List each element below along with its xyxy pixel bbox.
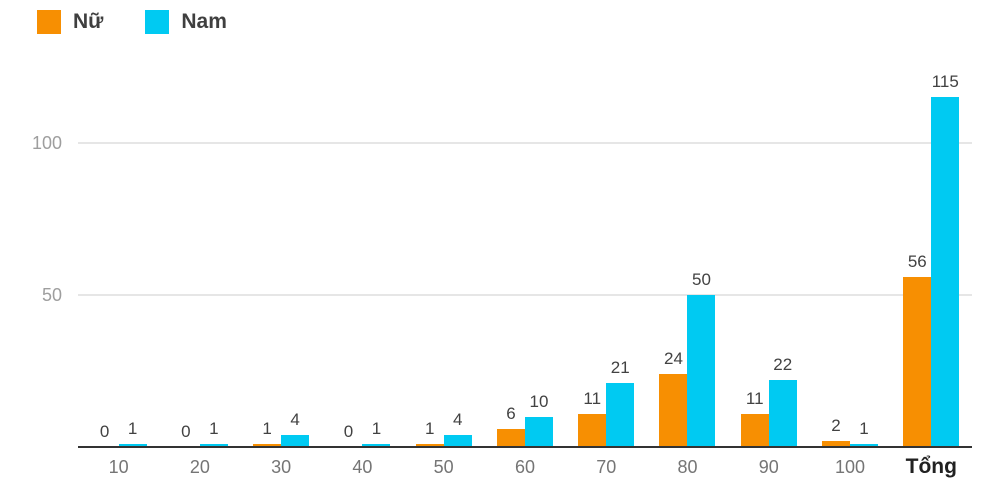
bar-value-label: 0: [181, 422, 191, 441]
bar-nam-50[interactable]: 4: [443, 410, 472, 447]
bar-nữ-30[interactable]: 1: [253, 419, 282, 447]
plot-area: 0 1 0 1 1 4 0 1 1 4 6 10 11 21 24 50 11 22 2 1 56 115: [78, 70, 972, 448]
bar-nữ-90[interactable]: 11: [740, 389, 769, 447]
x-tick-label-50: 50: [433, 457, 454, 477]
bar-value-label: 2: [831, 415, 841, 435]
bar-value-label: 4: [452, 409, 463, 429]
bar-value-label: 21: [610, 358, 630, 378]
y-axis: 50 100: [0, 0, 62, 498]
x-tick-label-Tổng: Tổng: [905, 455, 957, 478]
bar-value-label: 1: [371, 418, 382, 438]
bar-value-label: 0: [99, 422, 110, 441]
y-tick-label-100: 100: [31, 133, 62, 153]
bar-nam-20[interactable]: 1: [199, 419, 228, 447]
bar-nam-Tổng[interactable]: 115: [931, 72, 960, 447]
x-tick-label-90: 90: [758, 457, 779, 477]
bar-group-60: 6 10: [484, 70, 565, 447]
bar-nam-90[interactable]: 22: [768, 355, 797, 447]
bar-nam-100[interactable]: 1: [850, 419, 879, 447]
bar-value-label: 6: [506, 403, 516, 423]
x-tick-label-100: 100: [835, 457, 866, 477]
bar-nam-30[interactable]: 4: [281, 410, 310, 447]
bar-value-label: 1: [127, 418, 138, 438]
chart-legend: Nữ Nam: [37, 10, 269, 34]
bar-nam-40[interactable]: 1: [362, 419, 391, 447]
bar-nam-70[interactable]: 21: [606, 358, 635, 447]
gridline-100: [78, 142, 972, 144]
legend-label: Nữ: [73, 10, 104, 33]
bar-value-label: 10: [529, 391, 549, 411]
bar-value-label: 11: [745, 388, 764, 408]
bar-nữ-100[interactable]: 2: [822, 416, 851, 447]
x-tick-label-80: 80: [677, 457, 698, 477]
bar-value-label: 0: [343, 422, 354, 441]
bar-nữ-50[interactable]: 1: [415, 419, 444, 447]
bar-nam-60[interactable]: 10: [524, 392, 553, 447]
bar-value-label: 24: [664, 349, 683, 369]
bar-value-label: 1: [859, 418, 869, 438]
bar-value-label: 11: [583, 388, 602, 408]
bar-value-label: 115: [931, 72, 959, 92]
x-axis-labels: 10 20 30 40 50 60 70 80 90 100 Tổng: [78, 456, 972, 478]
legend-item-nam: Nam: [145, 10, 227, 34]
bar-nam-10[interactable]: 1: [118, 419, 147, 447]
bar-value-label: 4: [290, 409, 300, 429]
bar-nữ-60[interactable]: 6: [496, 404, 525, 447]
legend-item-nữ: Nữ: [37, 10, 103, 34]
gridline-50: [78, 294, 972, 296]
bar-nữ-Tổng[interactable]: 56: [903, 252, 932, 447]
x-tick-label-10: 10: [108, 457, 129, 477]
bar-nữ-80[interactable]: 24: [659, 349, 688, 447]
bar-value-label: 1: [209, 418, 219, 438]
legend-label: Nam: [181, 10, 227, 33]
bar-group-70: 11 21: [566, 70, 647, 447]
x-tick-label-20: 20: [189, 457, 210, 477]
bar-group-Tổng: 56 115: [891, 70, 972, 447]
legend-swatch-nam: [145, 10, 170, 34]
bar-value-label: 1: [262, 418, 272, 438]
x-tick-label-40: 40: [352, 457, 373, 477]
bar-nữ-70[interactable]: 11: [578, 389, 607, 447]
bar-value-label: 50: [692, 270, 711, 289]
bar-group-90: 11 22: [728, 70, 809, 447]
bar-groups: 0 1 0 1 1 4 0 1 1 4 6 10 11 21 24 50 11 22 2 1 56 115: [78, 70, 972, 447]
bar-value-label: 22: [773, 355, 793, 375]
legend-swatch-nữ: [37, 10, 61, 34]
bar-nam-80[interactable]: 50: [687, 270, 716, 447]
x-tick-label-30: 30: [271, 457, 292, 477]
y-tick-label-50: 50: [41, 285, 62, 305]
x-axis-line: [78, 446, 972, 448]
bar-value-label: 56: [907, 251, 927, 271]
x-tick-label-70: 70: [596, 457, 617, 477]
bar-value-label: 1: [424, 418, 435, 438]
x-tick-label-60: 60: [514, 457, 535, 477]
bar-group-80: 24 50: [647, 70, 728, 447]
